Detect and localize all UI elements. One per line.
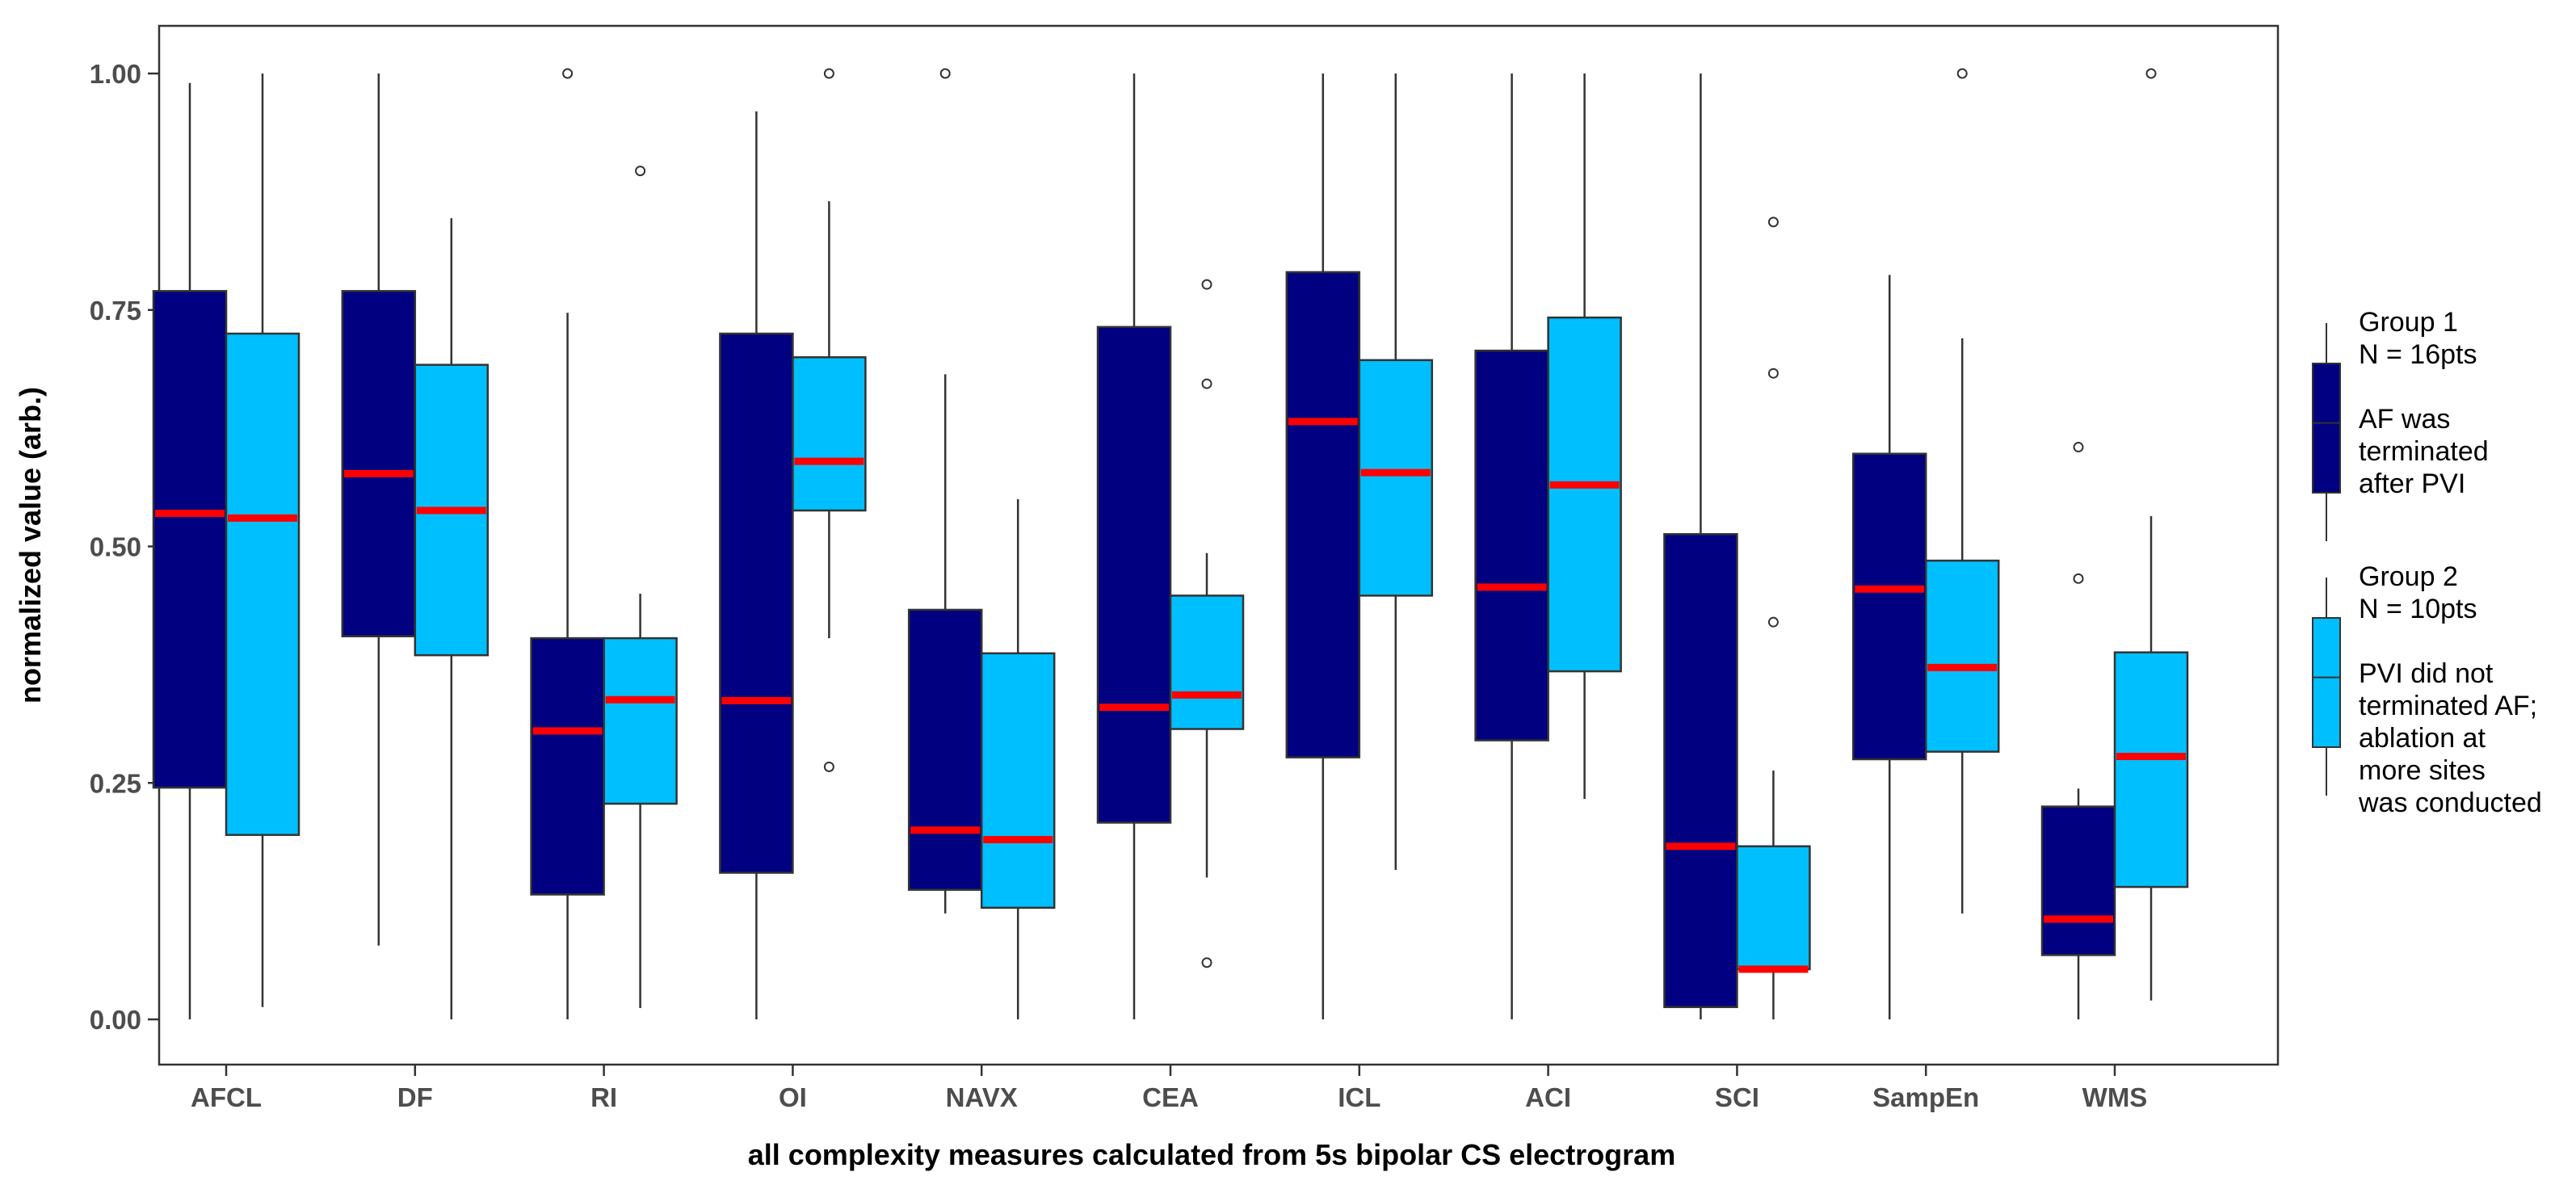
iqr-box: [980, 652, 1056, 910]
iqr-box: [719, 332, 794, 874]
iqr-box: [792, 356, 867, 512]
legend: Group 1 N = 16pts AF was terminatedafter …: [2312, 307, 2542, 818]
outlier-point: [823, 68, 834, 79]
y-tick-label: 0.50: [90, 532, 141, 562]
y-tick-label: 0.00: [90, 1005, 141, 1035]
outlier-point: [2145, 68, 2157, 79]
outlier-point: [2073, 442, 2084, 453]
box-navx-group2: [980, 498, 1056, 1019]
legend-label: after PVI: [2359, 468, 2465, 499]
outlier-point: [1767, 368, 1779, 379]
box-icl-group2: [1358, 74, 1434, 870]
box-aci-group2: [1547, 74, 1622, 800]
iqr-box: [1736, 845, 1811, 971]
legend-item-group1: Group 1 N = 16pts AF was terminatedafter …: [2312, 307, 2489, 541]
x-axis: AFCL DF RI OI NAVX CEA ICL ACI SCI SampEn WMS: [191, 1065, 2147, 1112]
iqr-box: [1169, 594, 1245, 730]
legend-label: Group 1: [2359, 307, 2458, 338]
series-2: [225, 68, 2189, 1019]
y-tick-label: 0.25: [90, 768, 141, 798]
x-tick-label: ICL: [1338, 1082, 1380, 1112]
outlier-point: [939, 68, 951, 79]
iqr-box: [1851, 452, 1927, 761]
legend-label: ablation at: [2359, 723, 2486, 754]
box-afcl-group2: [225, 74, 300, 1007]
x-axis-title: all complexity measures calculated from …: [748, 1138, 1675, 1171]
iqr-box: [225, 332, 300, 836]
iqr-box: [1096, 326, 1172, 824]
box-df-group1: [341, 74, 417, 946]
iqr-box: [603, 637, 678, 805]
box-oi-group2: [792, 68, 867, 772]
box-df-group2: [414, 218, 490, 1019]
iqr-box: [2113, 651, 2189, 889]
iqr-box: [1358, 359, 1434, 597]
legend-label: terminated: [2359, 436, 2489, 467]
box-ri-group2: [603, 166, 678, 1008]
iqr-box: [152, 290, 228, 789]
y-tick-label: 1.00: [90, 59, 141, 89]
legend-label: N = 16pts: [2359, 339, 2477, 370]
x-tick-label: AFCL: [191, 1082, 262, 1112]
iqr-box: [530, 637, 605, 896]
legend-key-box: [2312, 617, 2341, 748]
box-navx-group1: [907, 68, 983, 914]
x-tick-label: NAVX: [946, 1082, 1018, 1112]
series-1: [152, 68, 2116, 1019]
iqr-box: [1663, 533, 1738, 1009]
legend-label: Group 2: [2359, 561, 2458, 592]
x-tick-label: SampEn: [1872, 1082, 1979, 1112]
box-sampen-group1: [1851, 275, 1927, 1019]
outlier-point: [635, 166, 646, 177]
box-sampen-group2: [1924, 68, 2000, 914]
box-afcl-group1: [152, 82, 228, 1019]
x-tick-label: WMS: [2082, 1082, 2148, 1112]
box-cea-group2: [1169, 279, 1245, 968]
x-tick-label: RI: [590, 1082, 617, 1112]
legend-label: AF was: [2359, 404, 2450, 435]
outlier-point: [2073, 573, 2084, 584]
iqr-box: [1924, 559, 2000, 753]
box-series: [152, 68, 2189, 1019]
box-aci-group1: [1474, 74, 1549, 1019]
outlier-point: [1201, 279, 1212, 290]
x-tick-label: SCI: [1715, 1082, 1759, 1112]
legend-label: was conducted: [2358, 788, 2542, 818]
legend-key-box: [2312, 363, 2341, 494]
box-sci-group2: [1736, 216, 1811, 1019]
box-wms-group2: [2113, 68, 2189, 1001]
iqr-box: [1547, 316, 1622, 673]
y-axis-title: normalized value (arb.): [14, 387, 47, 704]
x-tick-label: CEA: [1142, 1082, 1199, 1112]
outlier-point: [562, 68, 574, 79]
legend-label: more sites: [2359, 755, 2486, 786]
x-tick-label: DF: [397, 1082, 433, 1112]
iqr-box: [341, 290, 417, 637]
iqr-box: [907, 608, 983, 891]
box-oi-group1: [719, 111, 794, 1019]
outlier-point: [1767, 616, 1779, 628]
outlier-point: [1201, 378, 1212, 389]
iqr-box: [2040, 805, 2116, 956]
box-ri-group1: [530, 68, 605, 1019]
legend-label: N = 10pts: [2359, 594, 2477, 624]
y-tick-label: 0.75: [90, 296, 141, 326]
iqr-box: [1285, 271, 1361, 758]
box-cea-group1: [1096, 74, 1172, 1019]
box-wms-group1: [2040, 442, 2116, 1019]
outlier-point: [823, 761, 834, 772]
legend-label: PVI did not: [2359, 658, 2494, 689]
x-tick-label: OI: [779, 1082, 807, 1112]
outlier-point: [1767, 216, 1779, 228]
outlier-point: [1956, 68, 1968, 79]
legend-label: terminated AF;: [2359, 691, 2537, 721]
outlier-point: [1201, 957, 1212, 968]
x-tick-label: ACI: [1525, 1082, 1571, 1112]
box-sci-group1: [1663, 74, 1738, 1019]
y-axis: 0.00 0.25 0.50 0.75 1.00: [90, 59, 159, 1035]
iqr-box: [1474, 349, 1549, 742]
